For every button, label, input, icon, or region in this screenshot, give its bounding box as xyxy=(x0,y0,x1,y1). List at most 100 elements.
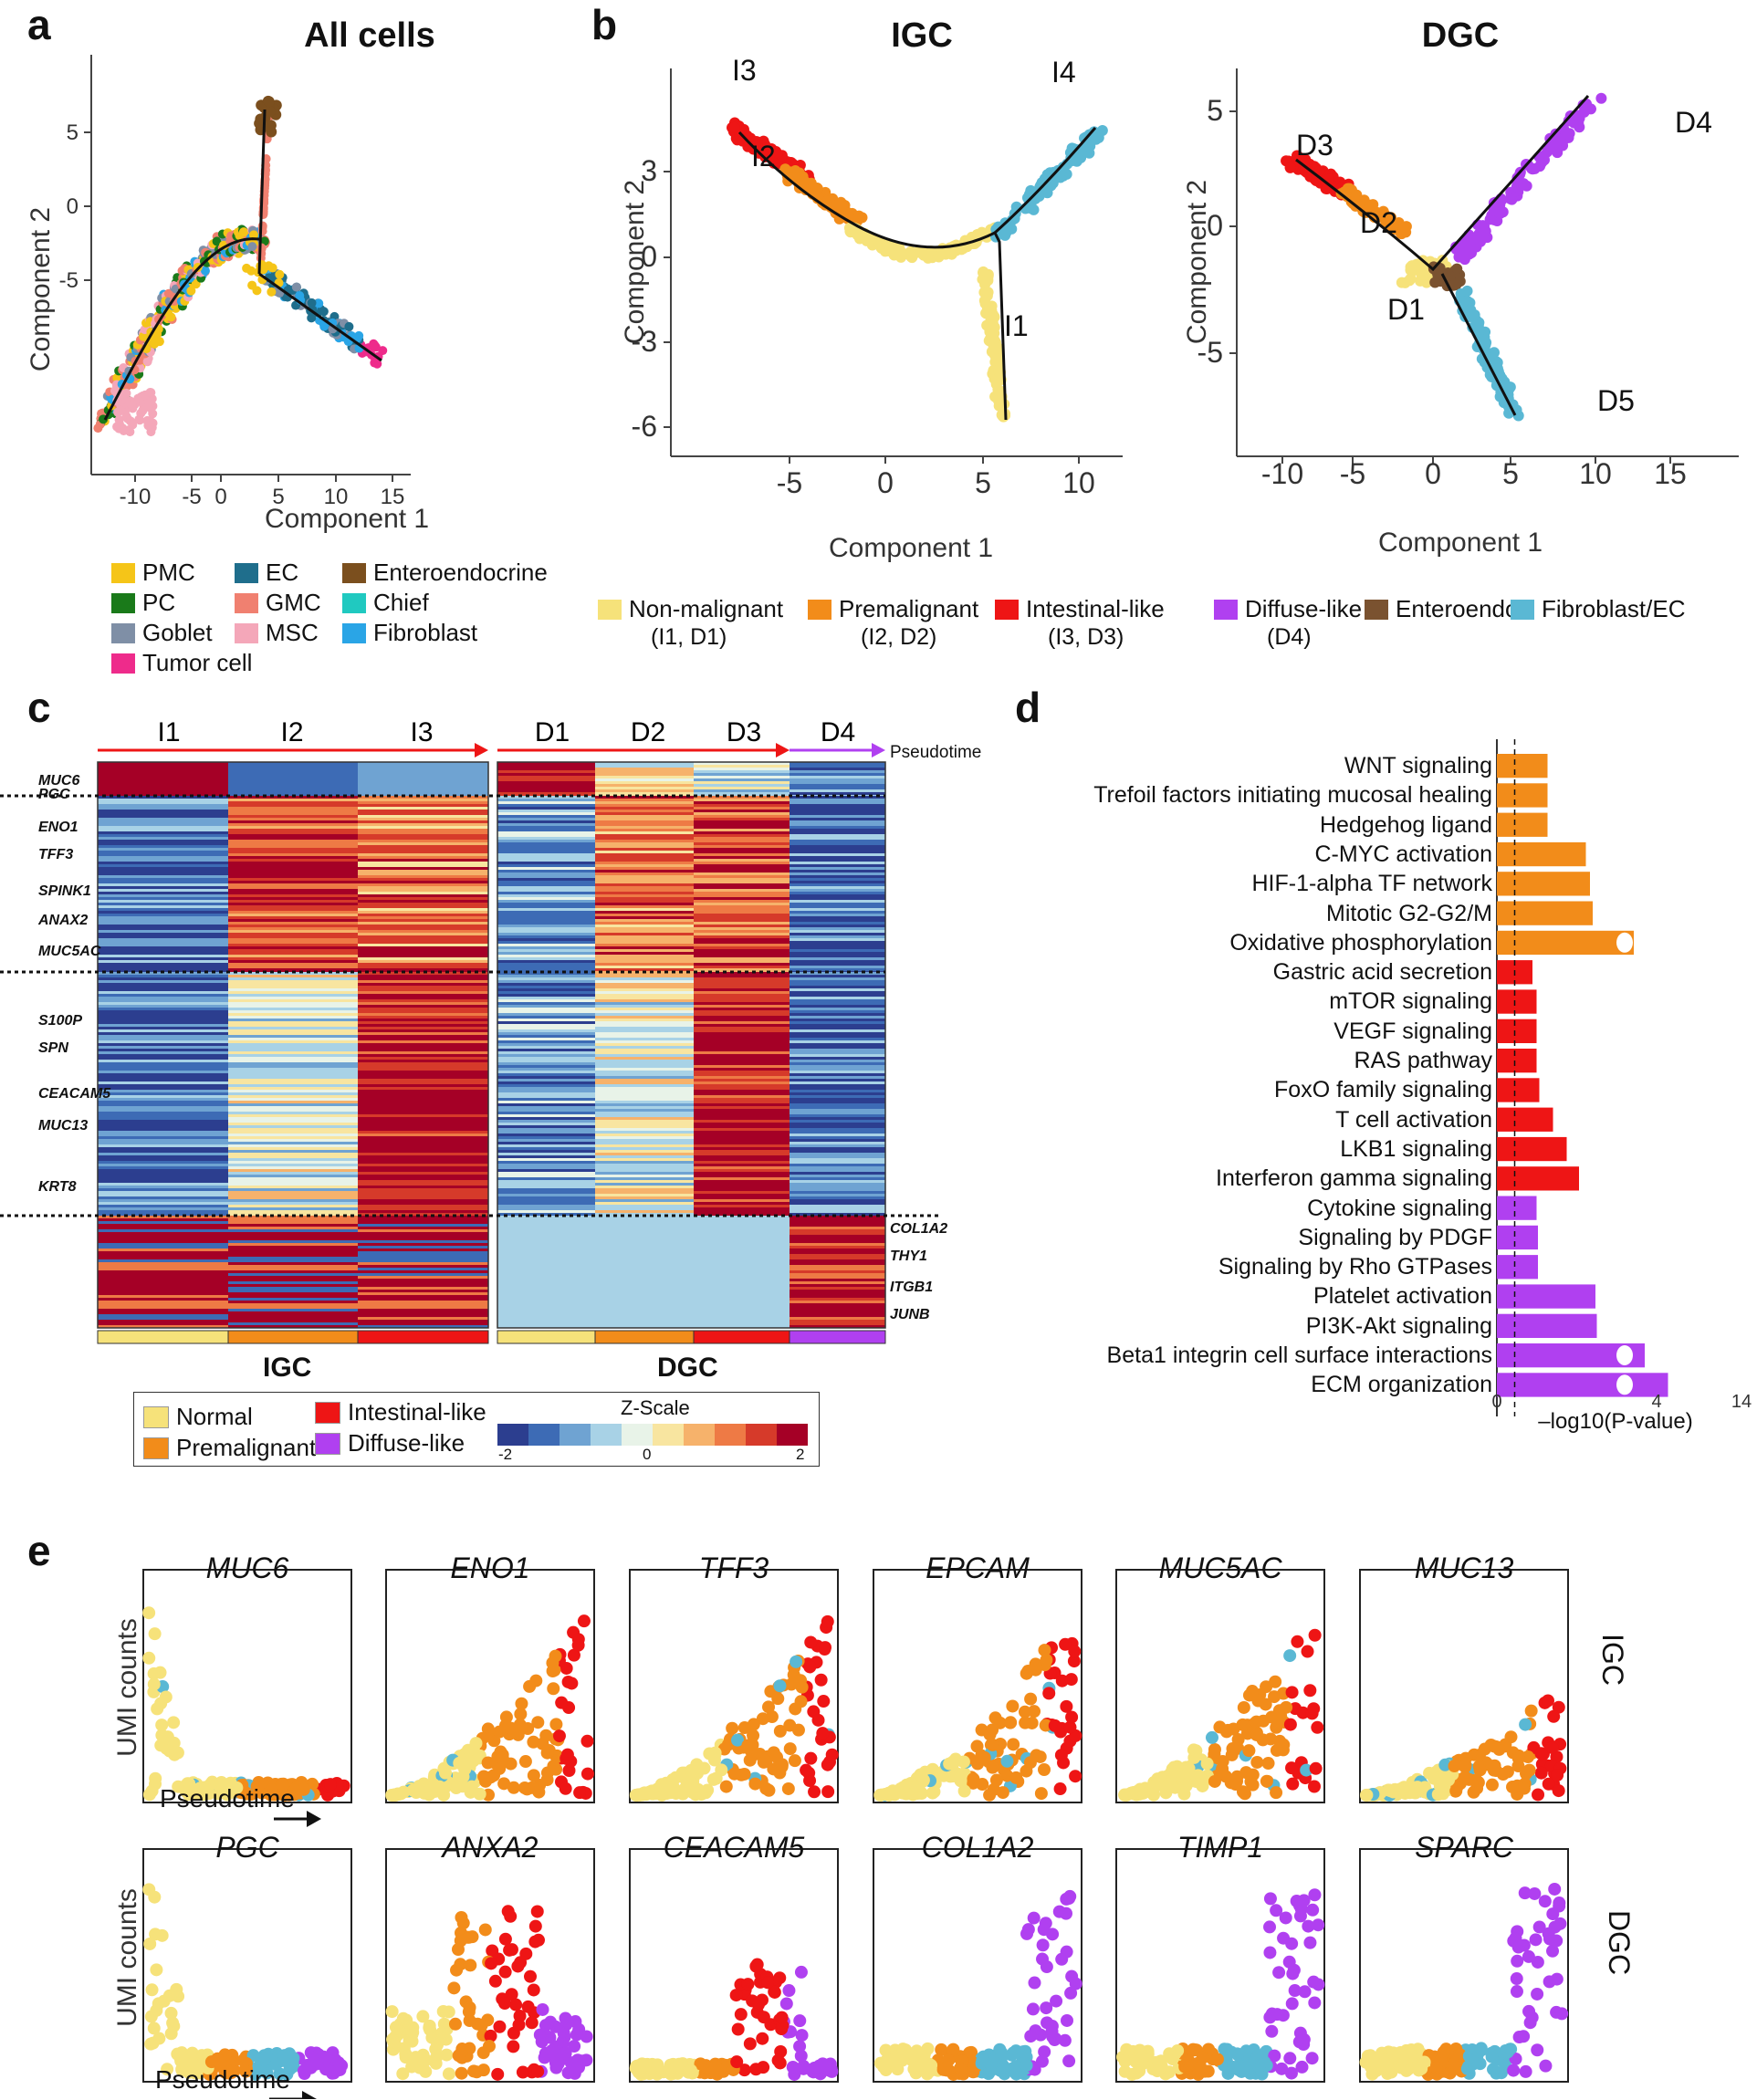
heatmap-cell xyxy=(694,859,790,862)
pathway-label: Interferon gamma signaling xyxy=(1216,1165,1492,1192)
heatmap-cell xyxy=(98,1196,228,1199)
heatmap-cell xyxy=(694,1311,790,1314)
umi-point xyxy=(496,1751,509,1765)
heatmap-cell xyxy=(98,883,228,886)
umi-point xyxy=(942,2053,956,2067)
heatmap-cell xyxy=(228,1262,358,1265)
umi-point xyxy=(559,2046,572,2060)
umi-point xyxy=(1547,1709,1561,1723)
heatmap-cell xyxy=(358,812,488,815)
umi-point xyxy=(1277,1931,1291,1945)
umi-point xyxy=(1239,2044,1253,2058)
gene-label-muc6: MUC6 xyxy=(38,773,80,789)
legend-text: Fibroblast/EC xyxy=(1542,595,1686,622)
heatmap-cell xyxy=(358,778,488,781)
heatmap-cell xyxy=(98,894,228,897)
heatmap-cell xyxy=(497,864,595,867)
umi-point xyxy=(147,2022,161,2035)
heatmap-cell xyxy=(497,1243,595,1246)
heatmap-cell xyxy=(497,908,595,911)
heatmap-cell xyxy=(98,834,228,837)
heatmap-cell xyxy=(228,1292,358,1295)
heatmap-cell xyxy=(595,1125,694,1128)
heatmap-cell xyxy=(790,1325,885,1328)
heatmap-cell xyxy=(694,1155,790,1158)
heatmap-cell xyxy=(497,1188,595,1191)
umi-point xyxy=(1522,1763,1536,1777)
heatmap-cell xyxy=(98,927,228,930)
umi-point xyxy=(142,1788,156,1802)
heatmap-cell xyxy=(790,1249,885,1251)
cell-point xyxy=(988,328,1000,340)
heatmap-cell xyxy=(497,1038,595,1040)
heatmap-cell xyxy=(98,1287,228,1290)
cell-point xyxy=(933,251,945,263)
heatmap-cell xyxy=(228,829,358,831)
heatmap-cell xyxy=(98,1311,228,1314)
heatmap-cell xyxy=(790,1221,885,1224)
heatmap-cell xyxy=(358,1002,488,1005)
umi-point xyxy=(1038,1762,1051,1776)
umi-point xyxy=(478,1923,492,1937)
heatmap-cell xyxy=(694,1210,790,1213)
heatmap-cell xyxy=(98,1161,228,1164)
heatmap-cell xyxy=(358,768,488,770)
heatmap-cell xyxy=(790,1314,885,1317)
heatmap-cell xyxy=(790,1281,885,1284)
heatmap-cell xyxy=(595,829,694,831)
heatmap-cell xyxy=(694,963,790,966)
heatmap-cell xyxy=(228,1114,358,1117)
heatmap-cell xyxy=(790,789,885,792)
heatmap-cell xyxy=(595,889,694,892)
umi-point xyxy=(988,1711,1002,1725)
umi-point xyxy=(1263,1892,1277,1906)
heatmap-cell xyxy=(694,1276,790,1279)
heatmap-cell xyxy=(595,1164,694,1166)
heatmap-cell xyxy=(358,968,488,971)
heatmap-cell xyxy=(497,1235,595,1238)
heatmap-cell xyxy=(497,949,595,952)
zscale-swatch xyxy=(497,1424,528,1446)
heatmap-cell xyxy=(790,807,885,810)
umi-point xyxy=(749,1959,763,1973)
heatmap-cell xyxy=(595,1139,694,1142)
heatmap-cell xyxy=(228,781,358,784)
heatmap-cell xyxy=(358,1265,488,1268)
heatmap-cell xyxy=(497,1002,595,1005)
umi-point xyxy=(825,1748,839,1761)
umi-point xyxy=(1272,1966,1286,1980)
heatmap-cell xyxy=(595,1298,694,1301)
heatmap-cell xyxy=(790,1010,885,1013)
cell-point xyxy=(116,405,126,415)
heatmap-cell xyxy=(358,823,488,826)
umi-point xyxy=(1307,1780,1321,1793)
heatmap-cell xyxy=(790,1095,885,1098)
heatmap-cell xyxy=(228,1051,358,1054)
heatmap-cell xyxy=(98,776,228,778)
heatmap-cell xyxy=(790,1177,885,1180)
heatmap-cell xyxy=(790,1134,885,1136)
heatmap-cell xyxy=(694,796,790,799)
heatmap-cell xyxy=(228,1186,358,1188)
cell-point xyxy=(136,408,146,418)
umi-point xyxy=(734,2008,748,2022)
heatmap-cell xyxy=(694,789,790,792)
umi-point xyxy=(1285,1761,1299,1775)
umi-point xyxy=(549,1718,563,1731)
heatmap-cell xyxy=(694,792,790,795)
heatmap-cell xyxy=(694,1262,790,1265)
zscale-swatch xyxy=(591,1424,622,1446)
heatmap-cell xyxy=(98,1125,228,1128)
heatmap-cell xyxy=(497,897,595,900)
heatmap-cell xyxy=(98,988,228,991)
heatmap-cell xyxy=(358,1150,488,1153)
umi-point xyxy=(817,1695,831,1708)
heatmap-cell xyxy=(358,1079,488,1081)
heatmap-cell xyxy=(497,856,595,859)
heatmap-cell xyxy=(98,1079,228,1081)
heatmap-cell xyxy=(358,1191,488,1194)
heatmap-cell xyxy=(694,1164,790,1166)
heatmap-cell xyxy=(497,886,595,889)
heatmap-cell xyxy=(790,1106,885,1109)
heatmap-cell xyxy=(497,938,595,941)
